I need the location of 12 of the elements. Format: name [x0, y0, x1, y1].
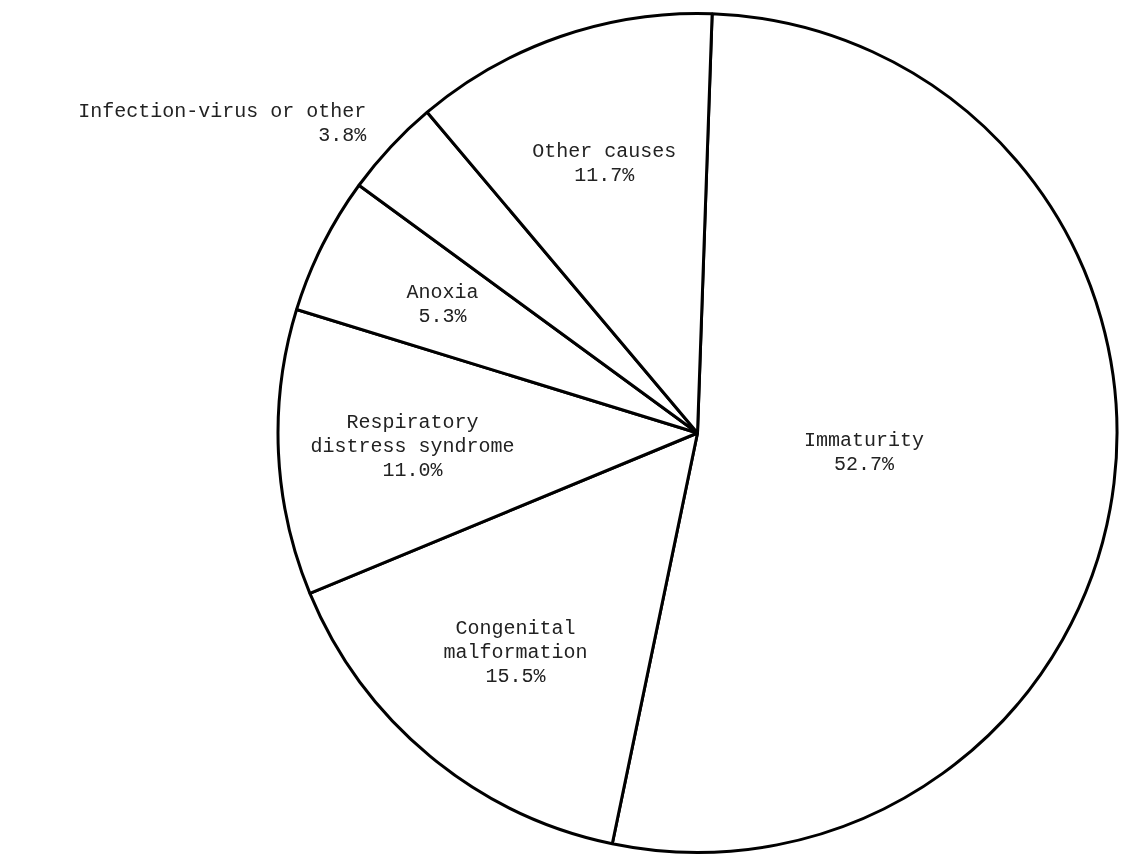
data-label: 5.3%: [418, 305, 468, 329]
data-label: 11.7%: [574, 163, 636, 187]
data-label: 11.0%: [382, 458, 444, 482]
slice-label: Infection-virus or other: [78, 100, 367, 124]
slice-label: Respiratory distress syndrome: [310, 410, 515, 458]
slice-label: Anoxia: [406, 281, 479, 305]
data-label: 15.5%: [485, 665, 547, 689]
data-label: 3.8%: [318, 124, 368, 148]
slice-label: Immaturity: [804, 429, 925, 453]
slice-label: Other causes: [532, 139, 677, 163]
data-label: 52.7%: [834, 453, 896, 477]
slice-label: Congenital malformation: [443, 617, 588, 665]
